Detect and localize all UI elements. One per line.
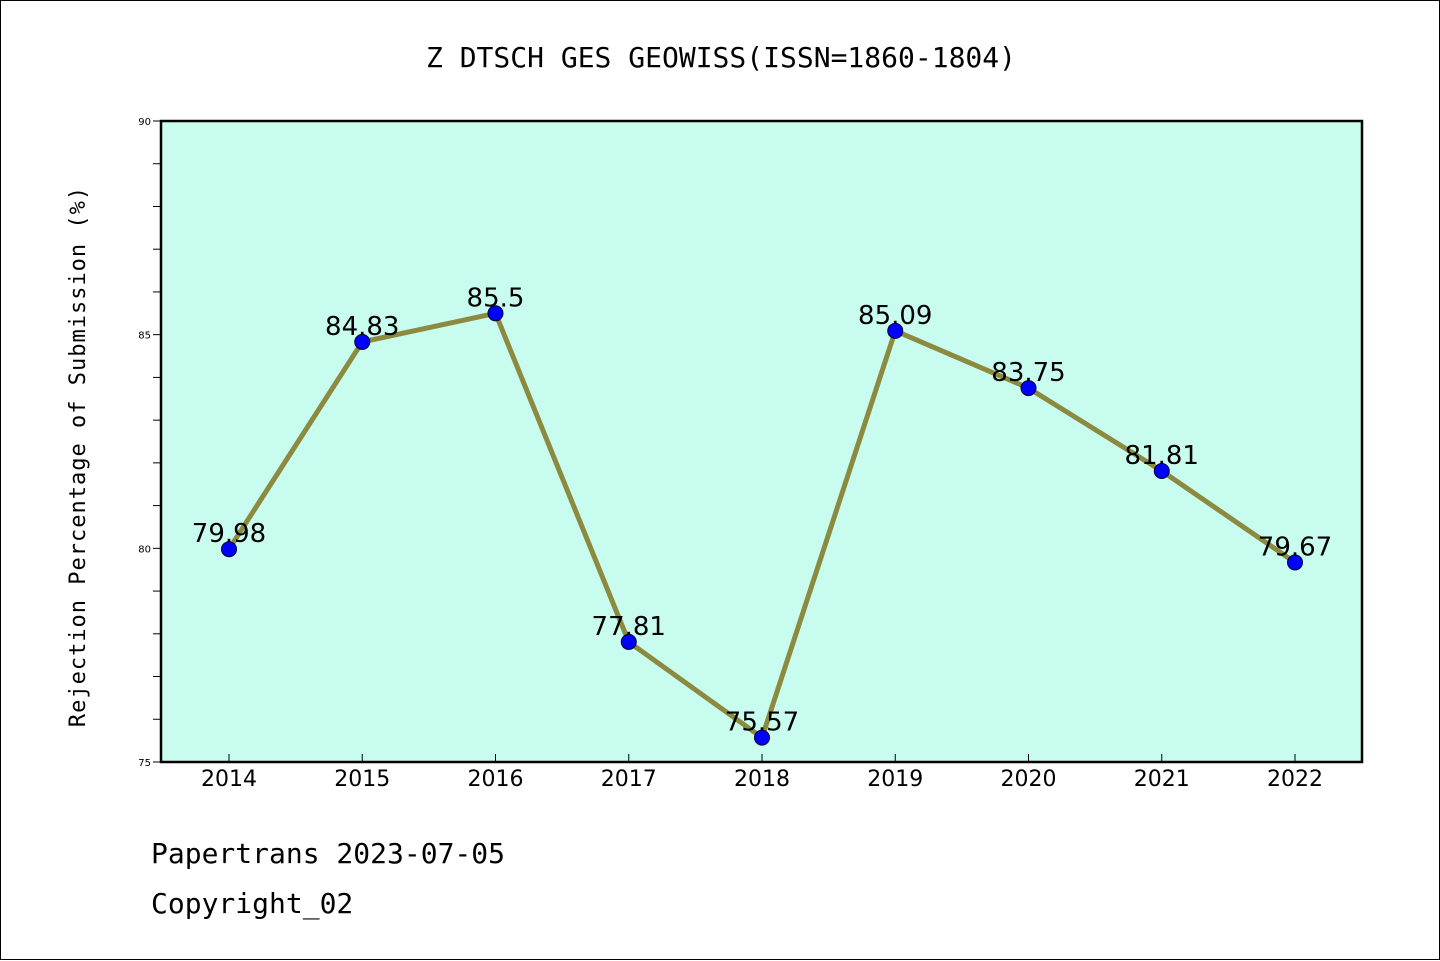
x-tick-label: 2016 <box>468 767 524 792</box>
y-tick-label: 90 <box>138 117 151 128</box>
x-tick-label: 2022 <box>1267 767 1323 792</box>
data-point <box>354 333 371 350</box>
footer-copyright: Copyright_02 <box>151 887 354 920</box>
y-tick-label: 85 <box>138 331 151 342</box>
x-tick-label: 2017 <box>601 767 657 792</box>
data-labels: 79.98 84.83 85.5 77.81 75.57 85.09 83.75 81.81 7… <box>192 283 1332 737</box>
data-point <box>487 305 504 322</box>
y-axis: 75 80 85 90 <box>138 117 161 769</box>
data-label: 84.83 <box>325 312 399 342</box>
x-axis: 2014 2015 2016 2017 2018 2019 2020 2021 2022 <box>201 754 1323 792</box>
data-point <box>620 633 637 650</box>
data-label: 83.75 <box>991 358 1065 388</box>
data-label: 77.81 <box>592 612 666 642</box>
data-label: 85.5 <box>467 283 525 313</box>
data-point <box>221 541 237 558</box>
plot-area <box>159 119 1364 764</box>
data-label: 81.81 <box>1125 441 1199 471</box>
y-axis-label: Rejection Percentage of Submission (%) <box>66 186 91 727</box>
y-tick-label: 80 <box>138 544 151 555</box>
x-tick-label: 2015 <box>334 767 390 792</box>
y-tick-label: 75 <box>138 758 151 769</box>
data-point <box>1287 554 1303 571</box>
data-label: 75.57 <box>725 708 799 738</box>
data-point <box>754 729 770 746</box>
data-label: 79.98 <box>192 519 266 549</box>
footer-date: Papertrans 2023-07-05 <box>151 837 506 870</box>
series-rejection <box>221 305 1303 746</box>
chart-title: Z DTSCH GES GEOWISS(ISSN=1860-1804) <box>426 41 1016 74</box>
x-tick-label: 2019 <box>867 767 923 792</box>
x-tick-label: 2021 <box>1134 767 1190 792</box>
x-tick-label: 2020 <box>1001 767 1057 792</box>
data-point <box>887 322 904 339</box>
data-point <box>1020 380 1037 397</box>
x-tick-label: 2018 <box>734 767 790 792</box>
data-label: 79.67 <box>1258 532 1332 562</box>
data-point <box>1153 462 1170 479</box>
data-label: 85.09 <box>858 301 932 331</box>
x-tick-label: 2014 <box>201 767 257 792</box>
